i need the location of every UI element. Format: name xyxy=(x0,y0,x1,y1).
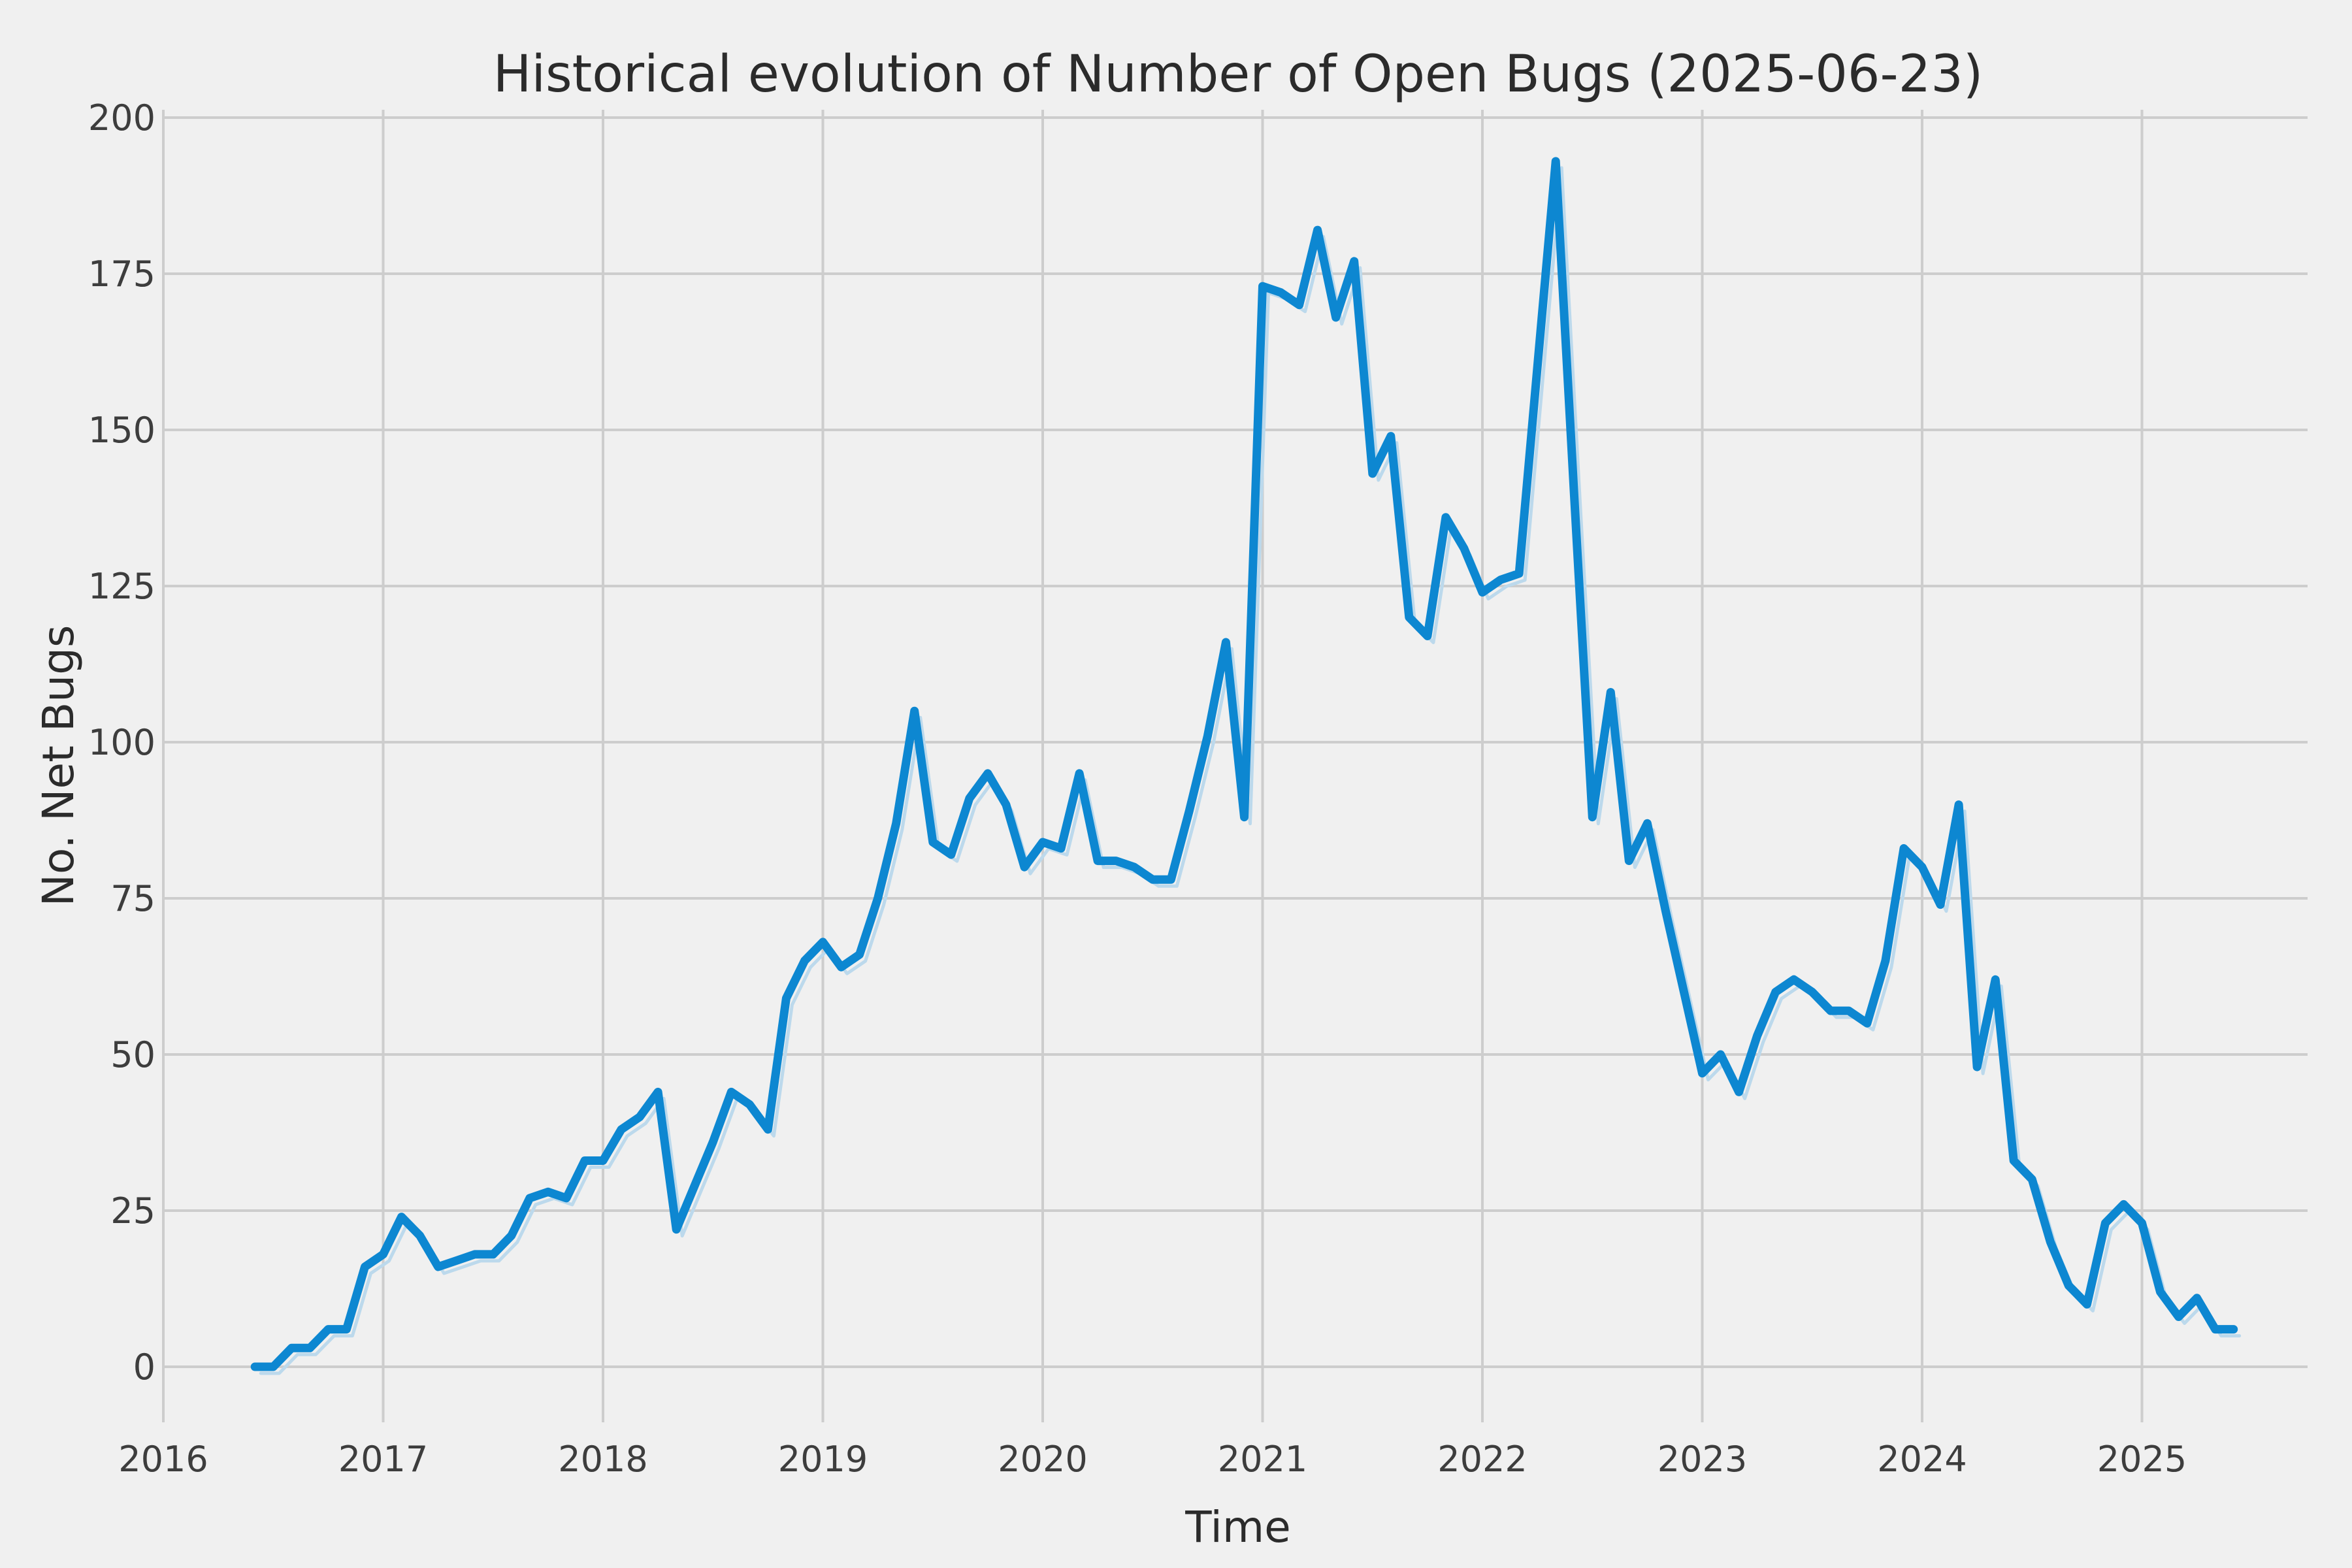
y-tick-label: 125 xyxy=(88,566,155,607)
y-tick-label: 200 xyxy=(88,97,155,139)
x-axis-label: Time xyxy=(1184,1502,1291,1552)
x-tick-label: 2017 xyxy=(338,1439,428,1480)
series-lines xyxy=(250,157,2242,1375)
x-tick-label: 2018 xyxy=(558,1439,647,1480)
y-tick-label: 0 xyxy=(133,1347,155,1388)
x-tick-label: 2024 xyxy=(1877,1439,1967,1480)
chart-title: Historical evolution of Number of Open B… xyxy=(493,45,1984,104)
y-tick-label: 75 xyxy=(110,878,155,919)
y-axis-label: No. Net Bugs xyxy=(33,625,84,907)
x-tick-label: 2023 xyxy=(1658,1439,1747,1480)
y-tick-label: 150 xyxy=(88,410,155,451)
x-tick-label: 2021 xyxy=(1218,1439,1307,1480)
x-tick-label: 2025 xyxy=(2097,1439,2187,1480)
x-tick-label: 2019 xyxy=(778,1439,868,1480)
y-tick-label: 100 xyxy=(88,722,155,763)
x-tick-label: 2016 xyxy=(118,1439,208,1480)
y-tick-label: 175 xyxy=(88,253,155,295)
y-tick-label: 25 xyxy=(110,1190,155,1232)
x-tick-label: 2020 xyxy=(998,1439,1087,1480)
open-bugs-series-line xyxy=(250,157,2238,1371)
tick-labels: 0 25 50 75 100 125 150 175 200 2016 2017 2018 2019 20… xyxy=(88,97,2187,1480)
x-tick-label: 2022 xyxy=(1437,1439,1527,1480)
y-tick-label: 50 xyxy=(110,1034,155,1075)
